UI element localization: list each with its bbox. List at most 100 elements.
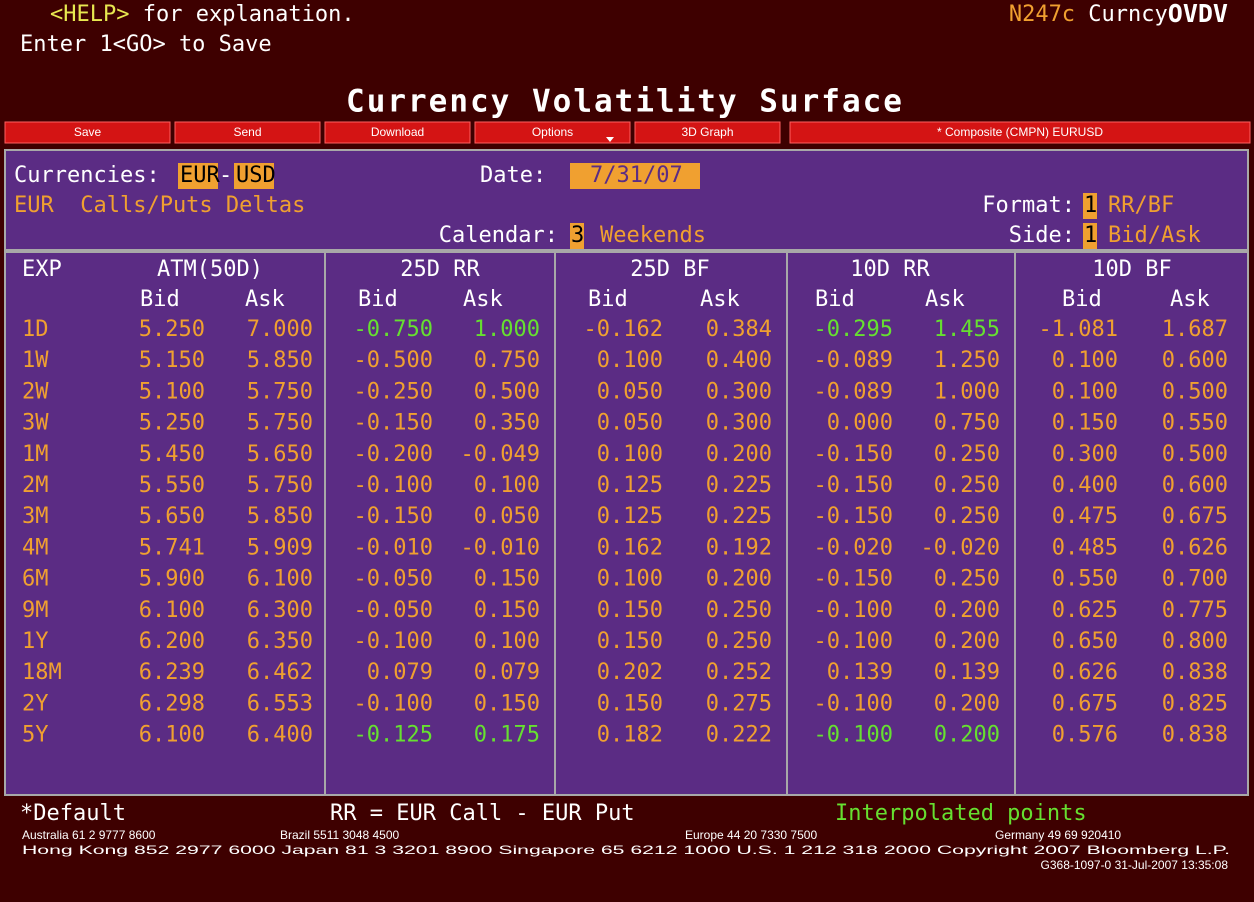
cell: 6.200 xyxy=(139,629,205,654)
subheader: Ask xyxy=(245,287,285,312)
cell: 5.909 xyxy=(247,535,313,560)
cell: -0.050 xyxy=(354,567,433,592)
cell: 1.687 xyxy=(1162,317,1228,342)
currency1[interactable]: EUR xyxy=(180,163,220,188)
cell: 5.750 xyxy=(247,379,313,404)
cell: 0.100 xyxy=(597,348,663,373)
cell: -0.050 xyxy=(354,598,433,623)
side-code[interactable]: 1 xyxy=(1084,223,1097,248)
currency2[interactable]: USD xyxy=(236,163,276,188)
expiry: 18M xyxy=(22,660,62,685)
cell: 5.250 xyxy=(139,317,205,342)
cell: 6.239 xyxy=(139,660,205,685)
cell: 0.625 xyxy=(1052,598,1118,623)
cell: 0.384 xyxy=(706,317,772,342)
function: OVDV xyxy=(1168,0,1228,28)
expiry: 2Y xyxy=(22,691,49,716)
expiry: 2W xyxy=(22,379,49,404)
cell: 6.100 xyxy=(139,598,205,623)
cell: -0.100 xyxy=(814,723,893,748)
button[interactable]: Options xyxy=(532,125,573,139)
cell: -0.500 xyxy=(354,348,433,373)
cell: 0.050 xyxy=(597,379,663,404)
cell: 5.741 xyxy=(139,535,205,560)
format-label: Format: xyxy=(982,193,1075,218)
subheader: Ask xyxy=(700,287,740,312)
cell: 0.162 xyxy=(597,535,663,560)
cell: -0.150 xyxy=(814,567,893,592)
format-code[interactable]: 1 xyxy=(1084,193,1097,218)
button[interactable]: * Composite (CMPN) EURUSD xyxy=(937,125,1103,139)
button[interactable]: 3D Graph xyxy=(681,125,733,139)
cell: 0.250 xyxy=(706,598,772,623)
expiry: 5Y xyxy=(22,723,49,748)
cell: -0.100 xyxy=(354,473,433,498)
cell: -0.150 xyxy=(814,473,893,498)
cell: 0.750 xyxy=(474,348,540,373)
calendar-value: Weekends xyxy=(600,223,706,248)
cell: 0.600 xyxy=(1162,473,1228,498)
cell: 0.100 xyxy=(1052,379,1118,404)
market: Curncy xyxy=(1075,2,1168,27)
cell: 0.650 xyxy=(1052,629,1118,654)
date[interactable]: 7/31/07 xyxy=(590,163,683,188)
button[interactable]: Download xyxy=(371,125,424,139)
button[interactable]: Send xyxy=(233,125,261,139)
cell: -0.200 xyxy=(354,442,433,467)
cell: -0.049 xyxy=(461,442,540,467)
side-label: Side: xyxy=(1009,223,1075,248)
cell: 0.550 xyxy=(1162,411,1228,436)
cell: 0.675 xyxy=(1162,504,1228,529)
contact-line: Hong Kong 852 2977 6000 Japan 81 3 3201 … xyxy=(22,843,1230,857)
cell: 0.626 xyxy=(1052,660,1118,685)
cell: 1.455 xyxy=(934,317,1000,342)
function-code: N247c CurncyOVDV xyxy=(1009,0,1228,28)
column-header: 25D BF xyxy=(630,257,709,282)
currencies-label: Currencies: xyxy=(14,163,160,188)
cell: 0.150 xyxy=(474,598,540,623)
field-bg xyxy=(1083,223,1097,249)
button[interactable]: Save xyxy=(74,125,102,139)
cell: 0.225 xyxy=(706,504,772,529)
cell: -0.100 xyxy=(814,598,893,623)
cell: 0.050 xyxy=(474,504,540,529)
contact: Brazil 5511 3048 4500 xyxy=(280,828,400,842)
cell: 0.100 xyxy=(1052,348,1118,373)
cell: -0.020 xyxy=(814,535,893,560)
cell: 0.700 xyxy=(1162,567,1228,592)
subheader: Bid xyxy=(588,287,628,312)
cell: 0.150 xyxy=(597,629,663,654)
dropdown-arrow xyxy=(606,137,614,142)
button-bg xyxy=(634,121,781,144)
cell: 0.100 xyxy=(474,473,540,498)
cell: 0.150 xyxy=(474,567,540,592)
cell: -0.750 xyxy=(354,317,433,342)
cell: 6.350 xyxy=(247,629,313,654)
cell: -0.100 xyxy=(814,691,893,716)
cell: 6.298 xyxy=(139,691,205,716)
cell: 0.750 xyxy=(934,411,1000,436)
expiry: 1D xyxy=(22,317,49,342)
cell: -0.089 xyxy=(814,348,893,373)
table: EXP ATM(50D) 25D RR 25D BF 10D RR 10D BF Bid As… xyxy=(22,257,1228,748)
cell: 1.250 xyxy=(934,348,1000,373)
dash: - xyxy=(219,163,232,188)
cell: 0.050 xyxy=(597,411,663,436)
cell: 0.400 xyxy=(1052,473,1118,498)
cell: 6.462 xyxy=(247,660,313,685)
subheader: Ask xyxy=(1170,287,1210,312)
column-header: 10D BF xyxy=(1092,257,1171,282)
cell: 0.500 xyxy=(1162,379,1228,404)
calendar-code[interactable]: 3 xyxy=(571,223,584,248)
expiry: 1W xyxy=(22,348,49,373)
cell: 0.000 xyxy=(827,411,893,436)
field-bg xyxy=(178,163,218,189)
cell: 0.550 xyxy=(1052,567,1118,592)
cell: 0.250 xyxy=(934,442,1000,467)
subheader: Ask xyxy=(925,287,965,312)
cell: 0.275 xyxy=(706,691,772,716)
cell: 5.850 xyxy=(247,348,313,373)
cell: -0.100 xyxy=(354,691,433,716)
cell: 5.750 xyxy=(247,473,313,498)
cell: 0.400 xyxy=(706,348,772,373)
